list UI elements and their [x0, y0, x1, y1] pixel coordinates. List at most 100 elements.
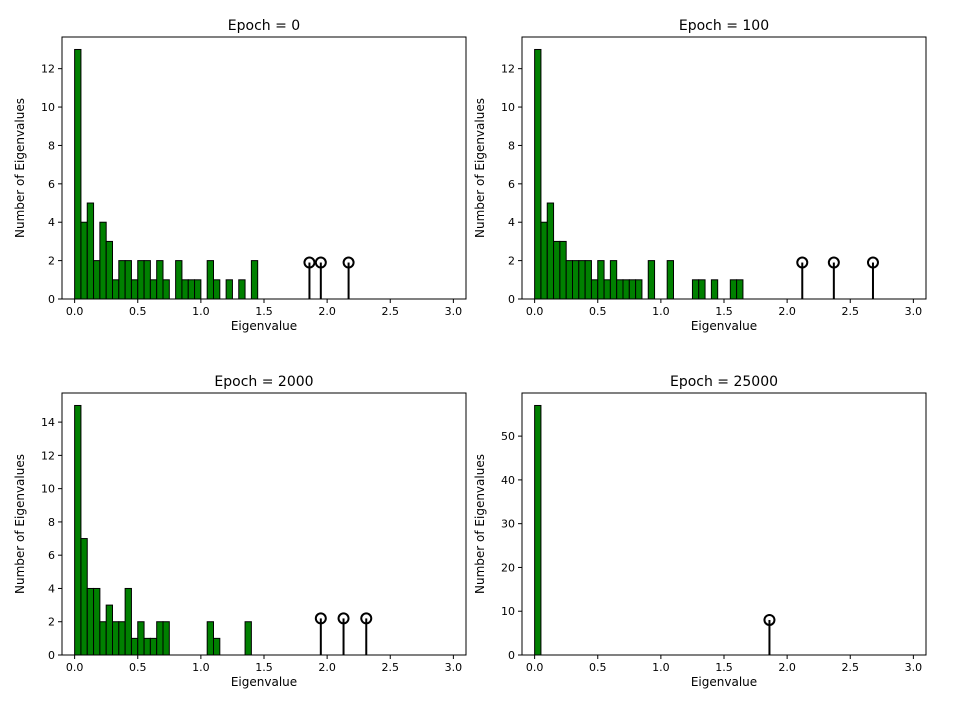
y-axis-label: Number of Eigenvalues	[13, 454, 27, 594]
histogram-bar	[149, 279, 158, 300]
x-tick-label: 3.0	[445, 661, 463, 674]
y-tick-label: 12	[501, 63, 515, 76]
outlier-marker	[314, 612, 327, 625]
histogram-bar	[616, 279, 624, 300]
bars-group	[534, 48, 744, 300]
histogram-bar	[130, 279, 139, 300]
histogram-bar	[736, 279, 744, 300]
y-tick-label: 4	[48, 216, 55, 229]
histogram-bar	[137, 621, 145, 656]
histogram-bar	[635, 279, 643, 300]
y-tick-label: 2	[48, 616, 55, 629]
y-tick-label: 10	[501, 101, 515, 114]
y-tick-label: 4	[508, 216, 515, 229]
y-axis-label: Number of Eigenvalues	[13, 98, 27, 238]
y-tick-label: 10	[41, 101, 55, 114]
x-tick-label: 1.5	[255, 305, 273, 318]
x-axis-label: Eigenvalue	[691, 319, 757, 333]
histogram-bar	[99, 221, 107, 300]
histogram-bar	[80, 538, 88, 656]
histogram-bar	[729, 279, 738, 300]
x-tick-label: 2.0	[778, 661, 796, 674]
outlier-marker	[360, 612, 373, 625]
outlier-marker	[827, 256, 840, 269]
y-tick-label: 0	[48, 293, 55, 306]
histogram-bar	[225, 279, 233, 300]
histogram-bar	[137, 260, 145, 300]
x-tick-label: 3.0	[905, 661, 923, 674]
histogram-bar	[540, 221, 548, 300]
y-tick-label: 50	[501, 430, 515, 443]
histogram-bar	[691, 279, 700, 300]
y-tick-label: 10	[501, 605, 515, 618]
chart-title: Epoch = 2000	[214, 374, 313, 390]
subplot-3: Epoch = 2000 0.0 0.5 1.0 1.5 2.0 2.5 3.0 0 2 4 6 8 10…	[13, 374, 467, 689]
histogram-bar	[698, 279, 706, 300]
x-tick-label: 2.0	[778, 305, 796, 318]
histogram-bar	[206, 260, 214, 300]
histogram-bar	[143, 637, 151, 656]
histogram-bar	[206, 621, 214, 656]
y-tick-label: 10	[41, 483, 55, 496]
histogram-bar	[213, 279, 221, 300]
histogram-bar	[622, 279, 630, 300]
subplot-2: Epoch = 100 0.0 0.5 1.0 1.5 2.0 2.5 3.0 0 2 4 6 8 10 1…	[473, 18, 927, 333]
histogram-bar	[603, 279, 611, 300]
histogram-bar	[143, 260, 151, 300]
histogram-bar	[74, 48, 82, 300]
x-tick-label: 0.5	[589, 305, 607, 318]
outlier-marker	[314, 256, 327, 269]
histogram-bar	[584, 260, 592, 300]
x-axis-label: Eigenvalue	[691, 675, 757, 689]
histogram-bar	[105, 240, 113, 300]
histogram-bar	[194, 279, 202, 300]
chart-title: Epoch = 100	[679, 18, 769, 34]
y-axis-label: Number of Eigenvalues	[473, 454, 487, 594]
x-tick-label: 1.5	[255, 661, 273, 674]
outlier-marker	[337, 612, 350, 625]
histogram-bar	[130, 637, 139, 656]
x-tick-label: 2.0	[318, 661, 336, 674]
histogram-bar	[534, 404, 542, 656]
histogram-bar	[149, 637, 158, 656]
histogram-bar	[578, 260, 586, 300]
x-tick-label: 1.5	[715, 661, 733, 674]
x-tick-label: 0.0	[66, 305, 84, 318]
axes-frame	[521, 36, 927, 300]
histogram-bar	[597, 260, 605, 300]
x-tick-label: 0.0	[526, 661, 544, 674]
x-tick-label: 1.0	[192, 661, 210, 674]
histogram-bar	[118, 621, 126, 656]
histogram-bar	[609, 260, 618, 300]
x-tick-label: 0.0	[66, 661, 84, 674]
histogram-bar	[124, 260, 132, 300]
x-tick-label: 2.5	[842, 305, 860, 318]
x-tick-label: 0.0	[526, 305, 544, 318]
y-tick-label: 40	[501, 474, 515, 487]
histogram-bar	[86, 202, 95, 300]
y-tick-label: 8	[48, 139, 55, 152]
outlier-marker	[763, 613, 776, 626]
x-tick-label: 0.5	[589, 661, 607, 674]
histogram-bar	[74, 404, 82, 656]
histogram-bar	[187, 279, 196, 300]
bars-group	[534, 404, 542, 656]
histogram-bar	[534, 48, 542, 300]
y-tick-label: 14	[41, 416, 55, 429]
y-tick-label: 30	[501, 518, 515, 531]
y-tick-label: 12	[41, 63, 55, 76]
histogram-bar	[250, 260, 259, 300]
histogram-bar	[181, 279, 189, 300]
y-tick-label: 8	[508, 139, 515, 152]
histogram-bar	[124, 587, 132, 656]
histogram-bar	[156, 260, 164, 300]
histogram-bar	[162, 279, 170, 300]
y-tick-label: 2	[48, 255, 55, 268]
histogram-bar	[559, 240, 567, 300]
histogram-bar	[244, 621, 252, 656]
y-tick-label: 12	[41, 449, 55, 462]
axes-frame	[61, 392, 467, 656]
bars-group	[74, 404, 252, 656]
histogram-bar	[118, 260, 126, 300]
